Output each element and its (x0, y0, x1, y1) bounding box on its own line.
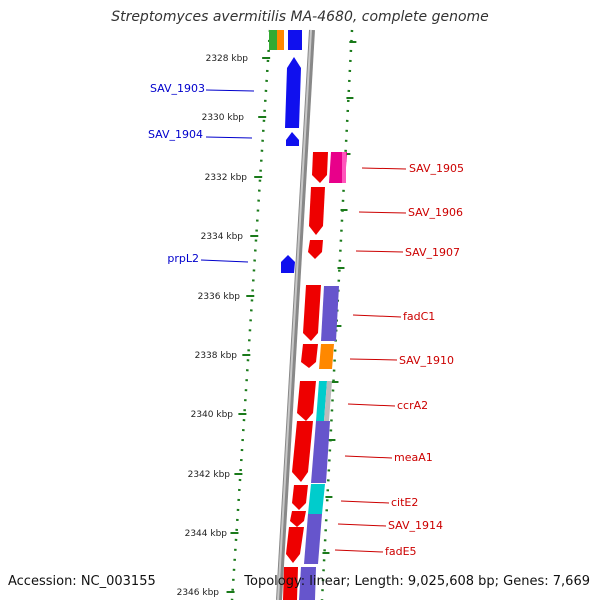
gene-arrow-sav-1904[interactable] (286, 132, 299, 146)
gene-label-sav-1903[interactable]: SAV_1903 (150, 82, 205, 95)
gene-arrow-sav-1903[interactable] (285, 57, 301, 128)
tick-label-2336: 2336 kbp (198, 292, 241, 302)
gene-block-meaa1-partner[interactable] (311, 421, 330, 483)
tick-label-2332: 2332 kbp (205, 173, 248, 183)
gene-arrow-sav-1905[interactable] (312, 152, 328, 183)
tick-label-2346: 2346 kbp (177, 588, 220, 598)
gene-block-orange[interactable] (277, 30, 284, 50)
leader-sav-1903 (205, 89, 255, 92)
leader-sav-1914 (337, 523, 387, 527)
gene-label-sav-1906[interactable]: SAV_1906 (408, 206, 463, 219)
accession-text: Accession: NC_003155 (8, 574, 156, 589)
leader-fadc1 (352, 314, 402, 318)
gene-block-ccra2-grey[interactable] (324, 381, 332, 421)
leader-ccra2 (347, 403, 396, 407)
gene-arrow-fade5[interactable] (286, 527, 304, 563)
gene-block-ccra2-cyan[interactable] (316, 381, 327, 421)
gene-block-sav-1910-partner[interactable] (319, 344, 334, 369)
gene-block-fadc1-partner[interactable] (321, 286, 339, 341)
gene-label-sav-1910[interactable]: SAV_1910 (399, 354, 454, 367)
leader-prpl2 (200, 259, 249, 263)
tick-label-2330: 2330 kbp (202, 113, 245, 123)
map-title: Streptomyces avermitilis MA-4680, comple… (111, 9, 489, 25)
genome-backbone (277, 29, 312, 600)
tick-label-2344: 2344 kbp (185, 529, 228, 539)
gene-block-cite2-cyan[interactable] (308, 484, 325, 514)
gene-label-cite2[interactable]: citE2 (391, 496, 418, 509)
gene-label-sav-1914[interactable]: SAV_1914 (388, 519, 443, 532)
leader-fade5 (334, 549, 384, 553)
gene-block-sav-1914-partner[interactable] (304, 514, 322, 564)
leader-sav-1907 (355, 250, 404, 253)
leader-meaa1 (344, 455, 393, 459)
gene-label-fadc1[interactable]: fadC1 (403, 310, 435, 323)
gene-block-bottom-purple[interactable] (299, 567, 316, 600)
gene-label-prpl2[interactable]: prpL2 (167, 252, 199, 265)
gene-label-ccra2[interactable]: ccrA2 (397, 399, 428, 412)
tick-label-2334: 2334 kbp (201, 232, 244, 242)
gene-block-pink-edge (342, 152, 346, 183)
gene-arrow-prpl2[interactable] (281, 255, 295, 273)
tick-label-2328: 2328 kbp (206, 54, 249, 64)
leader-sav-1904 (205, 136, 253, 139)
gene-label-fade5[interactable]: fadE5 (385, 545, 417, 558)
gene-arrow-ccra2[interactable] (297, 381, 316, 421)
tick-label-2340: 2340 kbp (191, 410, 234, 420)
leader-sav-1910 (349, 358, 398, 361)
gene-block-green[interactable] (269, 30, 277, 50)
gene-arrow-sav-1910[interactable] (301, 344, 318, 368)
leader-cite2 (340, 500, 390, 504)
gene-label-sav-1905[interactable]: SAV_1905 (409, 162, 464, 175)
tick-label-2342: 2342 kbp (188, 470, 231, 480)
gene-arrow-sav-1907[interactable] (308, 240, 323, 259)
gene-arrow-sav-1914[interactable] (290, 511, 306, 527)
gene-label-meaa1[interactable]: meaA1 (394, 451, 433, 464)
gene-label-sav-1904[interactable]: SAV_1904 (148, 128, 203, 141)
tick-label-2338: 2338 kbp (195, 351, 238, 361)
leader-sav-1906 (358, 211, 407, 214)
gene-block-blue-top[interactable] (288, 30, 302, 50)
gene-arrow-fadc1[interactable] (303, 285, 321, 341)
gene-arrow-meaa1[interactable] (292, 421, 313, 482)
gene-arrow-sav-1906[interactable] (309, 187, 325, 235)
leader-sav-1905 (361, 167, 407, 170)
topology-text: Topology: linear; Length: 9,025,608 bp; … (244, 574, 590, 589)
gene-arrow-cite2[interactable] (292, 485, 308, 510)
gene-arrow-bottom-red[interactable] (283, 567, 298, 600)
gene-label-sav-1907[interactable]: SAV_1907 (405, 246, 460, 259)
